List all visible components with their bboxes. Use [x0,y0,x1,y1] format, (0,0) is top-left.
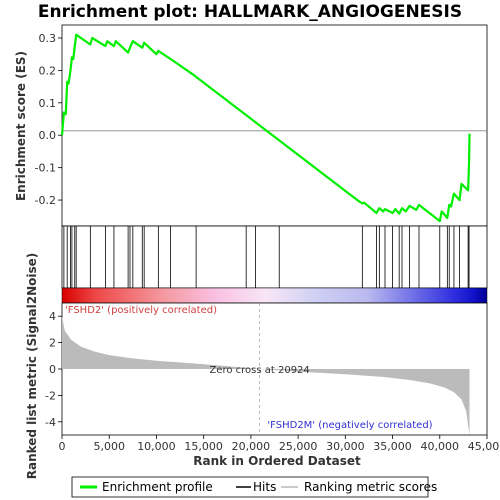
metric-y-tick-label: -2 [45,389,56,402]
es-y-tick-label: 0.3 [39,32,57,45]
enrichment-profile-line [60,33,471,223]
es-y-axis-label: Enrichment score (ES) [14,51,28,201]
metric-y-tick-label: 4 [49,310,56,323]
es-panel-frame [61,24,488,227]
rank-color-ramp [61,287,488,304]
metric-y-tick-label: 0 [49,363,56,376]
ranking-metric-area [62,316,470,435]
legend-enrichment-label: Enrichment profile [102,480,213,494]
x-axis-label: Rank in Ordered Dataset [193,454,361,468]
x-tick-label: 0 [59,440,66,453]
es-y-axis: -0.2 -0.1 0.0 0.1 0.2 0.3 [35,32,62,207]
legend-metric-label: Ranking metric scores [304,480,437,494]
es-y-tick-label: -0.2 [35,194,56,207]
metric-y-axis-label: Ranked list metric (Signal2Noise) [25,253,39,480]
x-tick-label: 15,000 [184,440,223,453]
x-tick-label: 40,000 [421,440,460,453]
x-tick-label: 45,000 [468,440,500,453]
negative-correlation-label: 'FSHD2M' (negatively correlated) [267,420,432,431]
x-tick-label: 30,000 [326,440,365,453]
x-tick-label: 25,000 [279,440,318,453]
metric-y-axis: -4 -2 0 2 4 [45,310,62,429]
es-y-tick-label: 0.0 [39,129,57,142]
metric-y-tick-label: 2 [49,337,56,350]
hits-layer [63,226,470,288]
x-tick-label: 5,000 [93,440,125,453]
hits-panel-frame [61,225,488,289]
legend-hits-label: Hits [253,480,276,494]
x-tick-label: 20,000 [232,440,271,453]
legend: Enrichment profile Hits Ranking metric s… [71,476,437,498]
x-axis: 0 5,000 10,000 15,000 20,000 25,000 30,000 35,0… [59,435,500,453]
x-tick-label: 10,000 [137,440,176,453]
es-curve-layer [60,33,471,223]
es-y-tick-label: 0.1 [39,97,57,110]
chart-title: Enrichment plot: HALLMARK_ANGIOGENESIS [38,2,462,22]
es-y-tick-label: -0.1 [35,162,56,175]
positive-correlation-label: 'FSHD2' (positively correlated) [65,305,217,316]
es-y-tick-label: 0.2 [39,64,57,77]
metric-y-tick-label: -4 [45,416,56,429]
zero-cross-label: Zero cross at 20924 [209,365,309,376]
x-tick-label: 35,000 [373,440,412,453]
metric-layer [62,316,470,435]
